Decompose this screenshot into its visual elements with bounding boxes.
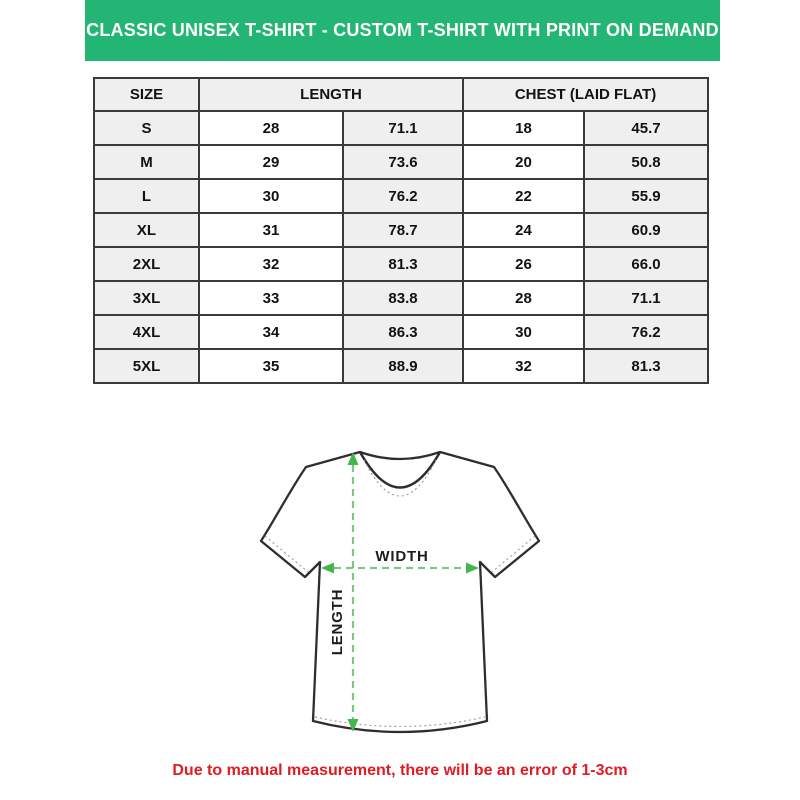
width-label: WIDTH — [375, 548, 428, 565]
tshirt-outline-shape — [259, 450, 541, 734]
length-cm-cell: 81.3 — [341, 246, 465, 282]
length-cm-cell: 76.2 — [341, 178, 465, 214]
col-header-length: LENGTH — [197, 77, 465, 112]
measurement-note: Due to manual measurement, there will be… — [172, 762, 628, 779]
size-cell: 3XL — [93, 280, 200, 316]
length-arrow-up-icon — [347, 452, 359, 465]
chest-cm-cell: 50.8 — [583, 144, 710, 180]
length-in-cell: 31 — [198, 212, 344, 248]
chest-cm-cell: 76.2 — [583, 314, 710, 350]
left-sleeve-stitch-line — [264, 535, 309, 573]
size-cell: 4XL — [93, 314, 200, 350]
chest-in-cell: 32 — [462, 348, 586, 384]
length-label: LENGTH — [329, 589, 346, 655]
chest-cm-cell: 81.3 — [583, 348, 710, 384]
chest-in-cell: 28 — [462, 280, 586, 316]
chest-cm-cell: 71.1 — [583, 280, 710, 316]
table-row: 2XL 32 81.3 26 66.0 — [93, 246, 710, 282]
col-header-chest: CHEST (LAID FLAT) — [462, 77, 710, 112]
chest-cm-cell: 45.7 — [583, 110, 710, 146]
chest-in-cell: 30 — [462, 314, 586, 350]
chest-cm-cell: 55.9 — [583, 178, 710, 214]
col-header-size: SIZE — [93, 77, 200, 112]
chest-cm-cell: 60.9 — [583, 212, 710, 248]
chest-cm-cell: 66.0 — [583, 246, 710, 282]
size-cell: 2XL — [93, 246, 200, 282]
right-sleeve-stitch-line — [491, 535, 536, 573]
header-row: SIZE LENGTH CHEST (LAID FLAT) — [93, 77, 710, 112]
tshirt-collar-line — [358, 451, 442, 489]
length-arrow-down-icon — [347, 719, 359, 732]
table-row: L 30 76.2 22 55.9 — [93, 178, 710, 214]
size-cell: 5XL — [93, 348, 200, 384]
length-cm-cell: 86.3 — [341, 314, 465, 350]
tshirt-measurement-diagram: WIDTH LENGTH — [250, 435, 550, 745]
length-cm-cell: 78.7 — [341, 212, 465, 248]
chest-in-cell: 26 — [462, 246, 586, 282]
chest-in-cell: 20 — [462, 144, 586, 180]
length-in-cell: 33 — [198, 280, 344, 316]
length-cm-cell: 71.1 — [341, 110, 465, 146]
chest-in-cell: 18 — [462, 110, 586, 146]
table-row: M 29 73.6 20 50.8 — [93, 144, 710, 180]
length-in-cell: 35 — [198, 348, 344, 384]
size-cell: XL — [93, 212, 200, 248]
table-row: 5XL 35 88.9 32 81.3 — [93, 348, 710, 384]
hem-stitch-line — [314, 716, 486, 728]
width-arrow-right-icon — [466, 562, 479, 574]
length-in-cell: 28 — [198, 110, 344, 146]
length-cm-cell: 73.6 — [341, 144, 465, 180]
length-in-cell: 30 — [198, 178, 344, 214]
chest-in-cell: 24 — [462, 212, 586, 248]
length-in-cell: 29 — [198, 144, 344, 180]
length-in-cell: 34 — [198, 314, 344, 350]
length-cm-cell: 83.8 — [341, 280, 465, 316]
size-table: SIZE LENGTH CHEST (LAID FLAT) S 28 71.1 … — [93, 77, 710, 384]
size-cell: L — [93, 178, 200, 214]
width-arrow-left-icon — [321, 562, 334, 574]
chest-in-cell: 22 — [462, 178, 586, 214]
title-banner: CLASSIC UNISEX T-SHIRT - CUSTOM T-SHIRT … — [85, 0, 720, 61]
length-in-cell: 32 — [198, 246, 344, 282]
size-cell: S — [93, 110, 200, 146]
length-cm-cell: 88.9 — [341, 348, 465, 384]
table-row: 3XL 33 83.8 28 71.1 — [93, 280, 710, 316]
table-row: S 28 71.1 18 45.7 — [93, 110, 710, 146]
table-row: 4XL 34 86.3 30 76.2 — [93, 314, 710, 350]
collar-stitch-line — [363, 459, 437, 497]
table-row: XL 31 78.7 24 60.9 — [93, 212, 710, 248]
size-cell: M — [93, 144, 200, 180]
